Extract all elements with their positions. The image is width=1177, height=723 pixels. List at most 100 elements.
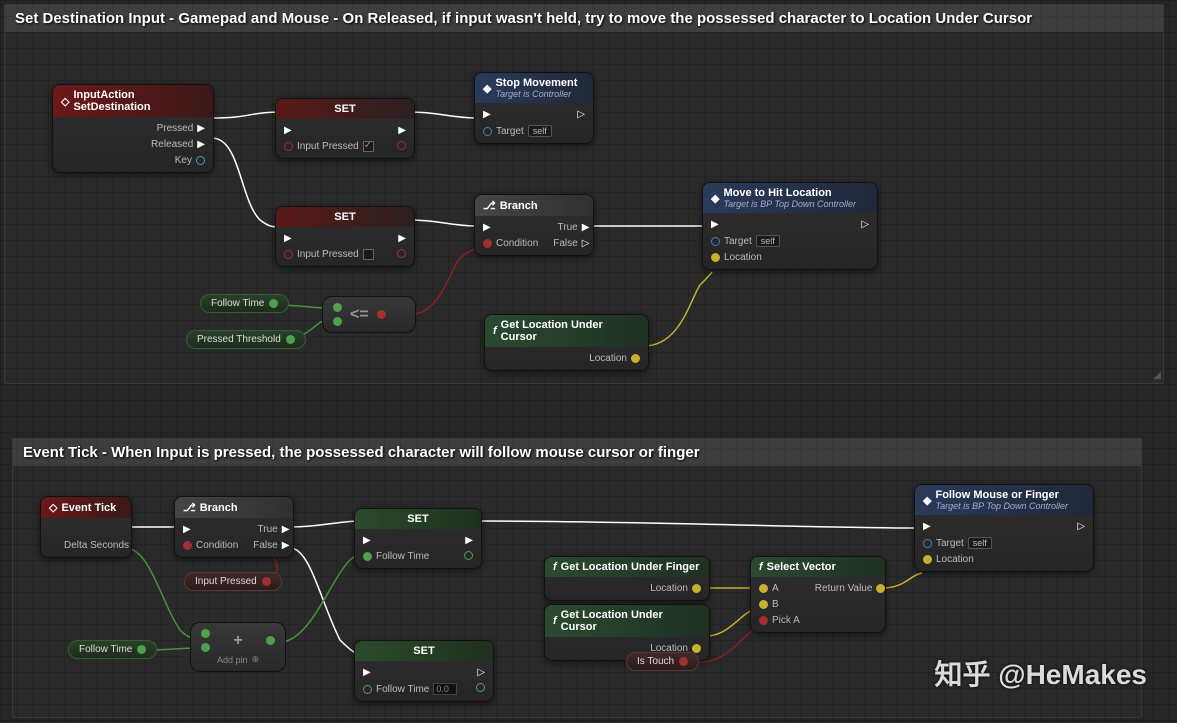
pin-exec-out[interactable] — [477, 667, 485, 678]
var-follow-time-2[interactable]: Follow Time — [68, 640, 157, 659]
pin-target[interactable]: Targetself — [711, 235, 780, 247]
pin-location[interactable]: Location — [589, 353, 640, 364]
pin-input-pressed[interactable]: Input Pressed — [284, 141, 374, 152]
pin-input-pressed[interactable]: Input Pressed — [284, 249, 374, 260]
pin-true[interactable]: True — [558, 222, 590, 233]
var-is-touch[interactable]: Is Touch — [626, 652, 699, 671]
checkbox-icon[interactable] — [363, 141, 374, 152]
pin-false[interactable]: False — [253, 540, 289, 551]
pin-out[interactable] — [476, 683, 485, 692]
pin-exec-out[interactable] — [398, 125, 406, 136]
node-get-location-finger[interactable]: f Get Location Under Finger Location — [544, 556, 710, 601]
pin-exec-in[interactable] — [363, 667, 457, 678]
pin-location[interactable]: Location — [650, 583, 701, 594]
pin-location[interactable]: Location — [923, 554, 992, 565]
pin-b[interactable] — [201, 643, 210, 652]
node-stop-movement[interactable]: ◆ Stop Movement Target is Controller Tar… — [474, 72, 594, 144]
pin-condition[interactable]: Condition — [483, 238, 538, 249]
node-move-to-hit[interactable]: ◆ Move to Hit Location Target is BP Top … — [702, 182, 878, 270]
node-follow-mouse[interactable]: ◆ Follow Mouse or Finger Target is BP To… — [914, 484, 1094, 572]
checkbox-icon[interactable] — [363, 249, 374, 260]
pin-key[interactable]: Key — [175, 155, 205, 166]
pin-exec-out[interactable] — [1077, 521, 1085, 532]
node-branch-2[interactable]: ⎇ Branch Condition True False — [174, 496, 294, 558]
node-input-action[interactable]: ◇ InputAction SetDestination Pressed Rel… — [52, 84, 214, 173]
pin-a[interactable]: A — [759, 583, 800, 594]
node-branch-1[interactable]: ⎇ Branch Condition True False — [474, 194, 594, 256]
func-icon: f — [759, 561, 763, 573]
pin-delta[interactable]: Delta Seconds — [64, 540, 132, 551]
pin-out[interactable] — [266, 636, 275, 645]
pin-exec-in[interactable] — [923, 521, 992, 532]
pin-follow-time[interactable]: Follow Time — [363, 551, 429, 562]
node-set-1[interactable]: SET Input Pressed — [275, 98, 415, 159]
pin-exec-out[interactable] — [398, 233, 406, 244]
func-icon: f — [493, 325, 497, 337]
pin-out[interactable] — [397, 249, 406, 258]
pin-out[interactable] — [377, 310, 386, 319]
pin-exec-in[interactable] — [183, 524, 238, 535]
resize-icon[interactable]: ◢ — [1153, 370, 1161, 381]
pin-out[interactable] — [464, 551, 473, 560]
pin-pick-a[interactable]: Pick A — [759, 615, 800, 626]
pin-pressed[interactable]: Pressed — [157, 123, 205, 134]
event-icon: ◇ — [61, 95, 69, 108]
pin-follow-time[interactable]: Follow Time0.0 — [363, 683, 457, 695]
branch-icon: ⎇ — [183, 501, 196, 514]
add-pin-button[interactable]: Add pin ⊕ — [217, 654, 259, 665]
node-select-vector[interactable]: f Select Vector A B Pick A Return Value — [750, 556, 886, 633]
comment-title-2[interactable]: Event Tick - When Input is pressed, the … — [13, 439, 1141, 466]
func-icon: f — [553, 615, 557, 627]
var-pressed-threshold[interactable]: Pressed Threshold — [186, 330, 306, 349]
pin-false[interactable]: False — [553, 238, 589, 249]
watermark: 知乎 @HeMakes — [935, 653, 1148, 693]
node-get-location-cursor-1[interactable]: f Get Location Under Cursor Location — [484, 314, 649, 371]
pin-target[interactable]: Targetself — [923, 537, 992, 549]
pin-true[interactable]: True — [258, 524, 290, 535]
node-header: ◆ Stop Movement Target is Controller — [475, 73, 593, 103]
node-less-equal[interactable]: <= — [322, 296, 416, 333]
pin-target[interactable]: Targetself — [483, 125, 552, 137]
node-header: f Get Location Under Cursor — [485, 315, 648, 347]
pin-exec-out[interactable] — [861, 219, 869, 230]
node-header: f Get Location Under Cursor — [545, 605, 709, 637]
event-icon: ◇ — [49, 501, 57, 514]
node-header: ⎇ Branch — [175, 497, 293, 518]
pin-exec-out[interactable] — [577, 109, 585, 120]
pin-condition[interactable]: Condition — [183, 540, 238, 551]
pin-exec-in[interactable] — [711, 219, 780, 230]
node-header: SET — [355, 641, 493, 661]
node-header: ◇ InputAction SetDestination — [53, 85, 213, 117]
node-header: SET — [276, 99, 414, 119]
node-set-2[interactable]: SET Input Pressed — [275, 206, 415, 267]
var-input-pressed[interactable]: Input Pressed — [184, 572, 282, 591]
node-header: ◆ Move to Hit Location Target is BP Top … — [703, 183, 877, 213]
pin-exec-out[interactable] — [465, 535, 473, 546]
pin-released[interactable]: Released — [151, 139, 205, 150]
pin-a[interactable] — [333, 303, 342, 312]
pin-exec-in[interactable] — [363, 535, 429, 546]
func-icon: ◆ — [483, 82, 491, 95]
pin-exec-in[interactable] — [483, 109, 552, 120]
pin-location[interactable]: Location — [711, 252, 780, 263]
branch-icon: ⎇ — [483, 199, 496, 212]
comment-title-1[interactable]: Set Destination Input - Gamepad and Mous… — [5, 5, 1163, 32]
pin-exec-in[interactable] — [483, 222, 538, 233]
node-set-4[interactable]: SET Follow Time0.0 — [354, 640, 494, 702]
pin-exec-in[interactable] — [284, 125, 374, 136]
pin-return[interactable]: Return Value — [815, 583, 886, 594]
node-add[interactable]: + Add pin ⊕ — [190, 622, 286, 672]
pin-a[interactable] — [201, 629, 210, 638]
node-event-tick[interactable]: ◇ Event Tick Delta Seconds — [40, 496, 132, 558]
func-icon: ◆ — [711, 192, 719, 205]
node-header: SET — [276, 207, 414, 227]
pin-exec-in[interactable] — [284, 233, 374, 244]
op-label: + — [233, 632, 242, 650]
node-header: SET — [355, 509, 481, 529]
var-follow-time[interactable]: Follow Time — [200, 294, 289, 313]
pin-b[interactable] — [333, 317, 342, 326]
pin-out[interactable] — [397, 141, 406, 150]
node-set-3[interactable]: SET Follow Time — [354, 508, 482, 569]
pin-b[interactable]: B — [759, 599, 800, 610]
node-header: f Select Vector — [751, 557, 885, 577]
